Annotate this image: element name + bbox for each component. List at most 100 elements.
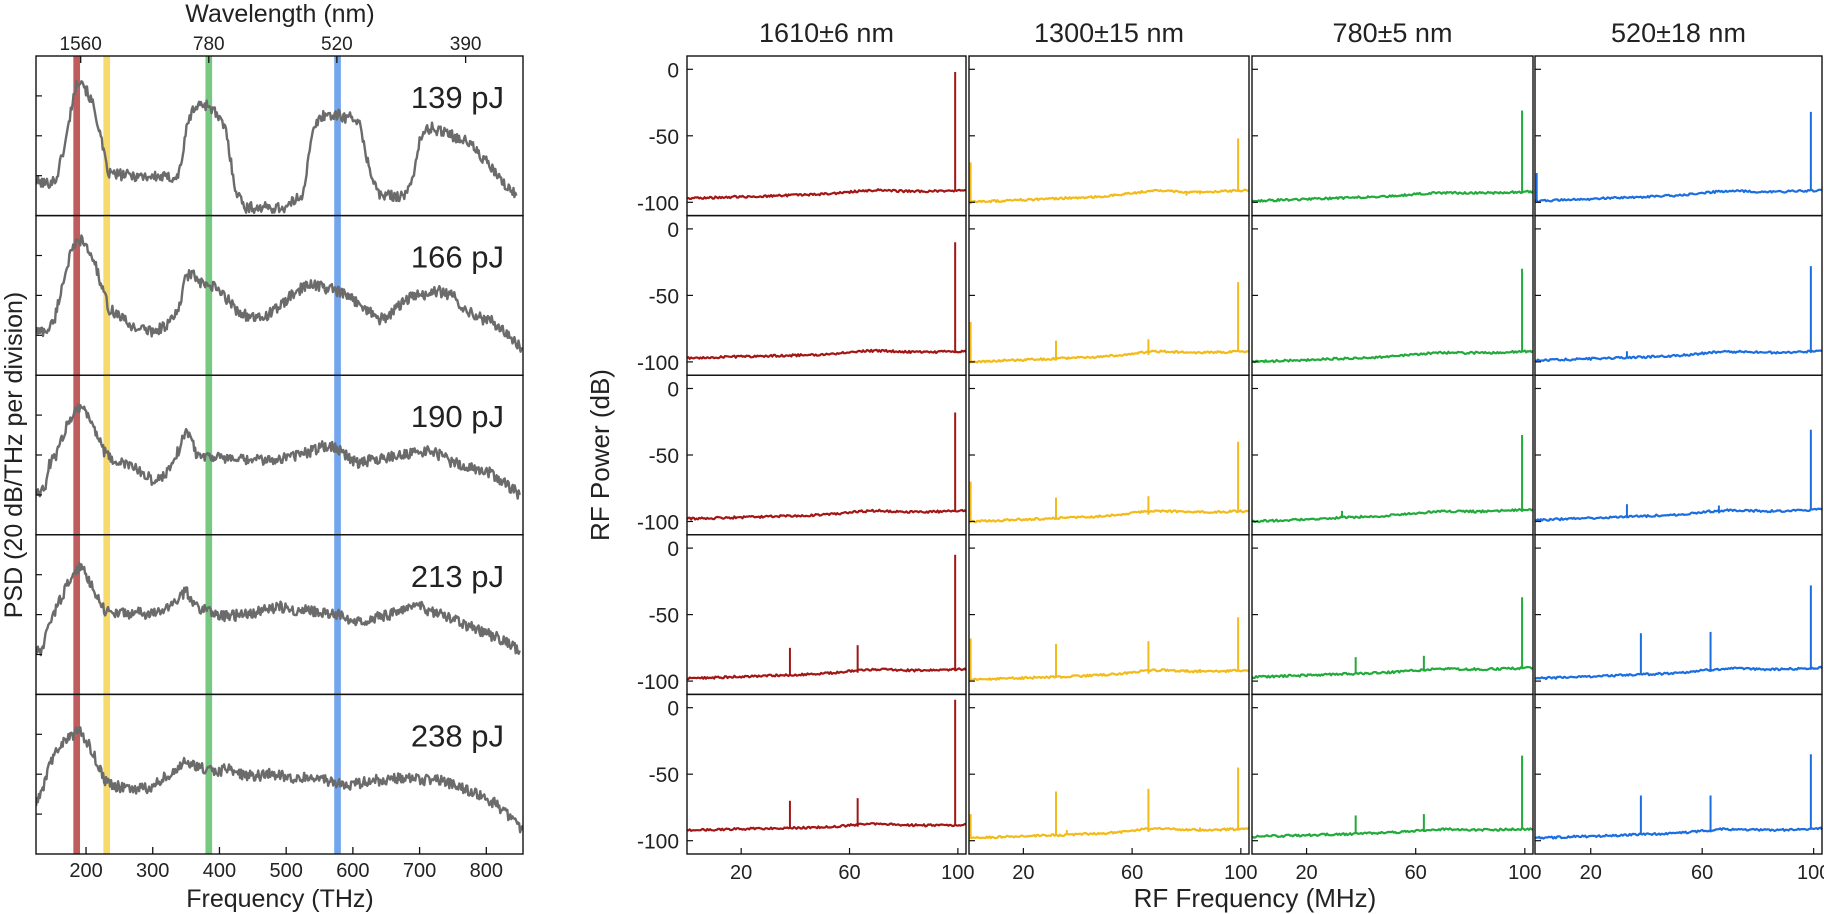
rf-y-tick-label: -50: [649, 445, 679, 468]
spectrum-line-0: [36, 79, 518, 214]
spectrum-panel-4: 238 pJ: [35, 693, 524, 855]
spectrum-line-3: [36, 561, 521, 657]
rf-noise-floor: [686, 348, 967, 360]
filter-band-0: [73, 375, 81, 535]
rf-y-tick-label: -50: [649, 285, 679, 308]
rf-noise-floor: [968, 188, 1250, 205]
rf-cell-3-1: [968, 534, 1250, 696]
rf-frame: [1251, 214, 1534, 376]
optical-spectra-panel: 139 pJ 166 pJ 190 pJ 213 pJ 238 pJ 200 300 400 5…: [0, 0, 524, 913]
rf-x-tick-label: 100: [1224, 862, 1257, 884]
filter-band-1: [103, 56, 111, 216]
rf-x-axis-title: RF Frequency (MHz): [1134, 883, 1377, 913]
rf-cell-0-3: [1534, 55, 1823, 217]
rf-y-tick-label: -100: [637, 512, 679, 535]
rf-cell-1-3: [1534, 214, 1823, 376]
rf-noise-floor: [686, 188, 967, 200]
rf-x-tick-label: 60: [1405, 862, 1427, 884]
rf-cell-2-2: [1251, 374, 1534, 536]
filter-band-3: [334, 694, 341, 854]
column-title-0: 1610±6 nm: [759, 18, 894, 48]
rf-noise-floor: [1534, 349, 1823, 363]
rf-y-tick-label: -100: [637, 192, 679, 215]
rf-frame: [968, 374, 1250, 536]
rf-frame: [1534, 214, 1823, 376]
rf-cell-1-0: [686, 214, 967, 376]
rf-cell-3-0: [686, 534, 967, 696]
top-tick-label: 1560: [60, 34, 102, 55]
rf-cell-3-3: [1534, 534, 1823, 696]
filter-band-2: [205, 215, 213, 376]
spectrum-panel-1: 166 pJ: [35, 214, 524, 376]
rf-noise-floor: [1251, 508, 1534, 524]
rf-y-tick-label: -100: [637, 352, 679, 375]
filter-band-2: [205, 56, 213, 216]
spectrum-panel-2: 190 pJ: [35, 374, 524, 536]
rf-x-tick-label: 60: [1121, 862, 1143, 884]
x-tick-label: 800: [470, 860, 503, 882]
rf-noise-floor: [968, 349, 1250, 364]
spectrum-panel-0: 139 pJ: [35, 55, 524, 217]
x-tick-label: 700: [403, 860, 436, 882]
spectrum-line-1: [36, 234, 523, 353]
x-tick-label: 600: [336, 860, 369, 882]
top-tick-label: 780: [193, 34, 225, 55]
x-axis-title: Frequency (THz): [186, 885, 374, 913]
rf-cell-0-1: [968, 55, 1250, 217]
column-title-2: 780±5 nm: [1333, 18, 1453, 48]
rf-y-tick-label: 0: [667, 379, 679, 402]
rf-y-tick-label: 0: [667, 538, 679, 561]
rf-noise-floor: [1251, 349, 1534, 364]
spectrum-panel-3: 213 pJ: [35, 534, 524, 696]
column-title-3: 520±18 nm: [1611, 18, 1746, 48]
rf-cell-4-2: 20 60 100: [1251, 693, 1542, 884]
rf-noise-floor: [1535, 665, 1823, 681]
rf-y-tick-label: -100: [637, 671, 679, 694]
energy-label-4: 238 pJ: [411, 718, 504, 753]
filter-band-0: [73, 56, 81, 216]
filter-band-0: [73, 215, 81, 376]
rf-y-axis-title: RF Power (dB): [585, 369, 615, 541]
rf-x-tick-label: 20: [730, 862, 752, 884]
rf-cell-4-0: 20 60 100: [686, 693, 975, 884]
rf-noise-floor: [686, 508, 967, 521]
rf-cell-4-3: 20 60 100: [1534, 693, 1824, 884]
x-tick-label: 500: [269, 860, 302, 882]
top-tick-label: 390: [450, 34, 482, 55]
rf-x-tick-label: 60: [1691, 862, 1713, 884]
filter-band-2: [205, 694, 213, 854]
x-tick-label: 400: [203, 860, 236, 882]
rf-y-tick-label: 0: [667, 59, 679, 82]
rf-noise-floor: [1251, 189, 1534, 203]
energy-label-1: 166 pJ: [411, 240, 504, 275]
rf-noise-floor: [968, 668, 1250, 682]
rf-frame: [686, 374, 967, 536]
filter-band-3: [334, 375, 341, 535]
filter-band-1: [103, 375, 111, 535]
rf-noise-floor: [1534, 507, 1823, 523]
top-tick-label: 520: [321, 34, 353, 55]
filter-band-2: [205, 534, 213, 695]
x-tick-label: 200: [69, 860, 102, 882]
filter-band-0: [73, 694, 81, 854]
rf-y-tick-label: -50: [649, 605, 679, 628]
spectrum-line-4: [36, 726, 523, 834]
rf-cell-2-1: [968, 374, 1250, 536]
rf-x-tick-label: 100: [941, 862, 974, 884]
rf-cell-4-1: 20 60 100: [968, 693, 1258, 884]
energy-label-2: 190 pJ: [411, 399, 504, 434]
rf-noise-floor: [968, 826, 1250, 840]
rf-y-tick-label: -50: [649, 764, 679, 787]
filter-band-1: [103, 694, 111, 854]
rf-cell-1-2: [1251, 214, 1534, 376]
x-tick-label: 300: [136, 860, 169, 882]
energy-label-0: 139 pJ: [411, 80, 504, 115]
filter-band-0: [73, 534, 81, 695]
energy-label-3: 213 pJ: [411, 559, 504, 594]
rf-cell-0-2: [1251, 55, 1534, 217]
rf-noise-floor: [1534, 826, 1823, 840]
column-title-1: 1300±15 nm: [1034, 18, 1184, 48]
filter-band-3: [334, 56, 341, 216]
